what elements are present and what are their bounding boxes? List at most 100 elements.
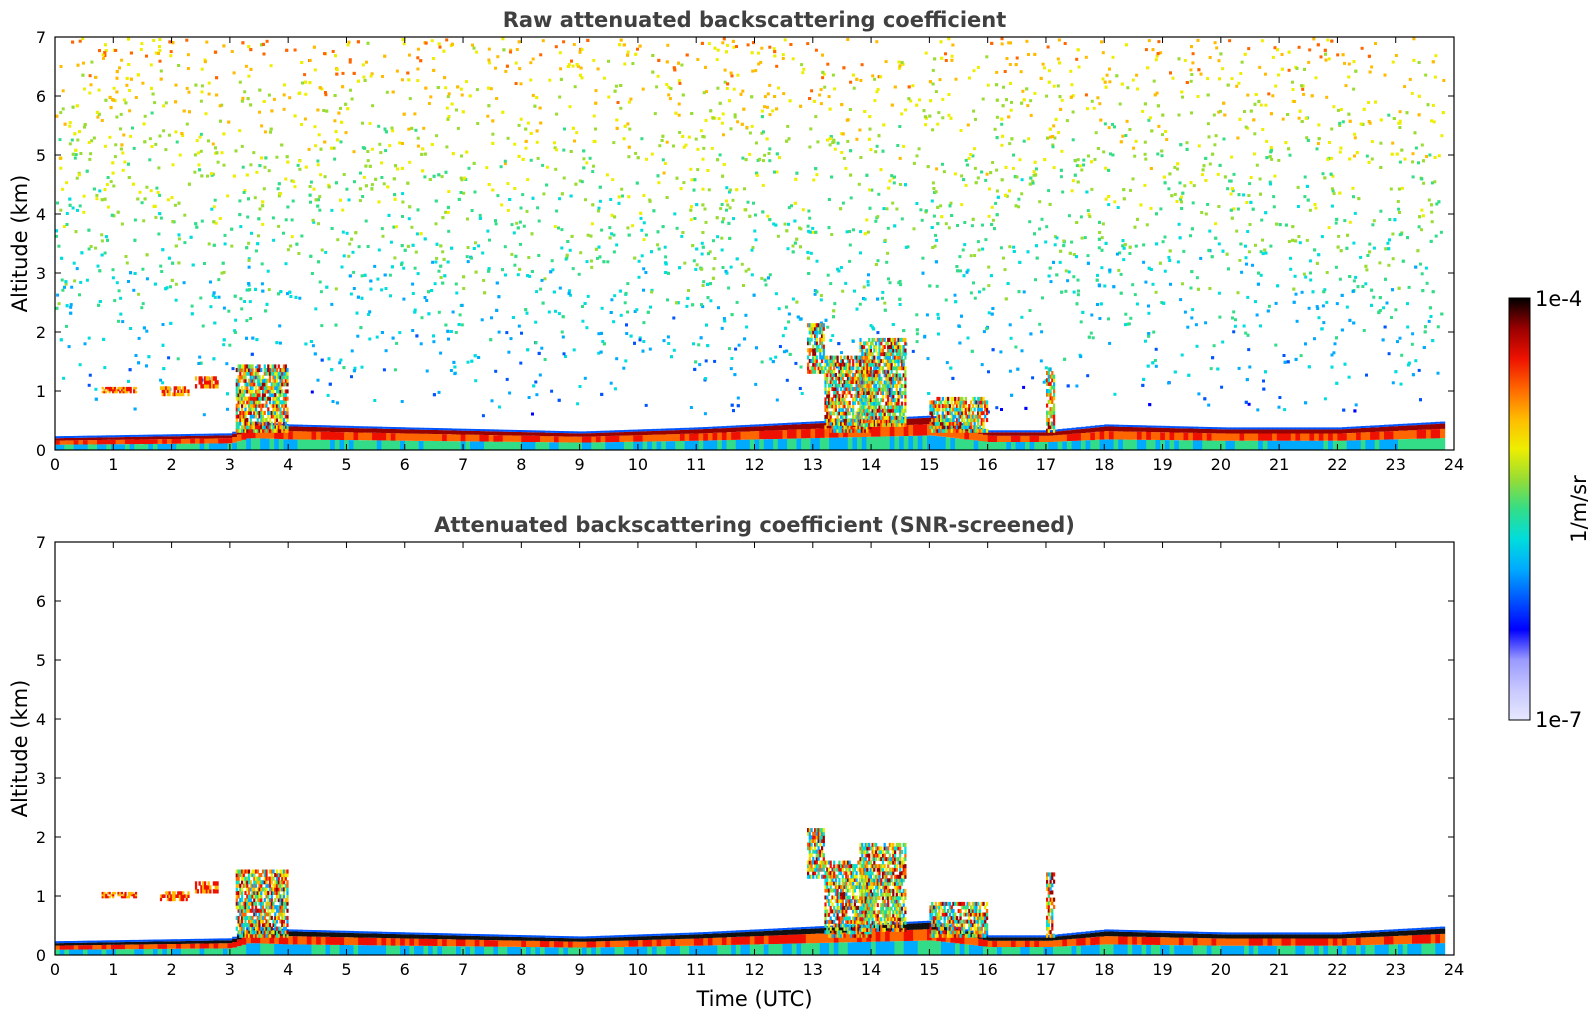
screened-x-tick-label: 22 [1327, 960, 1347, 979]
colorbar: 1e-4 1e-7 1/m/sr [1508, 287, 1591, 732]
raw-x-tick-label: 7 [458, 455, 468, 474]
screened-x-tick-label: 0 [50, 960, 60, 979]
screened-aerosol-plume-5 [807, 828, 825, 879]
raw-noise-layer [55, 37, 1446, 418]
screened-x-tick-label: 5 [341, 960, 351, 979]
raw-y-axis: 0 1 2 3 4 5 6 7 [36, 28, 1454, 460]
raw-x-tick-label: 0 [50, 455, 60, 474]
screened-heatmap-field [55, 828, 1446, 955]
screened-x-tick-label: 16 [977, 960, 997, 979]
raw-x-tick-label: 2 [166, 455, 176, 474]
raw-x-tick-label: 23 [1386, 455, 1406, 474]
raw-x-tick-label: 11 [686, 455, 706, 474]
raw-x-tick-label: 3 [225, 455, 235, 474]
raw-x-axis: 0 1 2 3 4 5 6 7 8 9 10 11 12 13 14 15 16 17 18 19 20 21 22 23 24 [50, 37, 1464, 474]
screened-cloud-1 [101, 891, 138, 899]
raw-aerosol-plume-5 [807, 323, 825, 374]
raw-aerosol-plume-9 [1046, 367, 1056, 433]
raw-y-tick-label: 5 [36, 146, 46, 165]
raw-aerosol-plume-8 [929, 396, 989, 433]
raw-aerosol-plume-4 [235, 364, 289, 433]
raw-x-tick-label: 20 [1211, 455, 1231, 474]
colorbar-units-label: 1/m/sr [1567, 475, 1591, 543]
screened-x-tick-label: 21 [1269, 960, 1289, 979]
screened-x-tick-label: 18 [1094, 960, 1114, 979]
screened-x-tick-label: 9 [575, 960, 585, 979]
screened-cloud-3 [194, 881, 219, 894]
raw-x-tick-label: 22 [1327, 455, 1347, 474]
raw-x-tick-label: 9 [575, 455, 585, 474]
raw-cloud-2 [159, 386, 190, 397]
screened-x-tick-label: 24 [1444, 960, 1464, 979]
screened-x-tick-label: 11 [686, 960, 706, 979]
raw-x-tick-label: 13 [803, 455, 823, 474]
raw-x-tick-label: 18 [1094, 455, 1114, 474]
screened-y-tick-label: 7 [36, 533, 46, 552]
raw-y-tick-label: 3 [36, 264, 46, 283]
raw-cloud-1 [101, 386, 138, 394]
raw-y-axis-label: Altitude (km) [8, 175, 32, 313]
raw-x-tick-label: 24 [1444, 455, 1464, 474]
raw-y-tick-label: 4 [36, 205, 46, 224]
screened-aerosol-plume-9 [1046, 872, 1056, 938]
colorbar-max-label: 1e-4 [1535, 287, 1582, 311]
screened-x-tick-label: 10 [628, 960, 648, 979]
raw-x-tick-label: 10 [628, 455, 648, 474]
screened-x-tick-label: 20 [1211, 960, 1231, 979]
screened-x-tick-label: 19 [1152, 960, 1172, 979]
screened-x-tick-label: 15 [919, 960, 939, 979]
screened-panel-title: Attenuated backscattering coefficient (S… [434, 513, 1075, 537]
screened-backscatter-panel: Attenuated backscattering coefficient (S… [8, 513, 1464, 1011]
screened-x-tick-label: 3 [225, 960, 235, 979]
raw-x-tick-label: 1 [108, 455, 118, 474]
raw-cloud-3 [194, 376, 219, 389]
raw-x-tick-label: 4 [283, 455, 293, 474]
screened-y-tick-label: 2 [36, 828, 46, 847]
screened-x-tick-label: 1 [108, 960, 118, 979]
raw-x-tick-label: 12 [744, 455, 764, 474]
raw-heatmap-field [55, 37, 1446, 450]
raw-y-tick-label: 7 [36, 28, 46, 47]
screened-x-axis: 0 1 2 3 4 5 6 7 8 9 10 11 12 13 14 15 16 17 18 19 20 21 22 23 24 [50, 542, 1464, 979]
screened-y-tick-label: 5 [36, 651, 46, 670]
screened-x-tick-label: 14 [861, 960, 881, 979]
screened-y-axis-label: Altitude (km) [8, 680, 32, 818]
raw-panel-title: Raw attenuated backscattering coefficien… [503, 8, 1007, 32]
screened-x-tick-label: 12 [744, 960, 764, 979]
x-axis-label: Time (UTC) [695, 987, 812, 1011]
raw-x-tick-label: 16 [977, 455, 997, 474]
raw-x-tick-label: 17 [1036, 455, 1056, 474]
screened-x-tick-label: 23 [1386, 960, 1406, 979]
screened-x-tick-label: 6 [400, 960, 410, 979]
raw-y-tick-label: 1 [36, 382, 46, 401]
screened-cloud-2 [159, 891, 190, 902]
raw-x-tick-label: 14 [861, 455, 881, 474]
screened-boundary-layer [55, 920, 1446, 955]
raw-backscatter-panel: Raw attenuated backscattering coefficien… [8, 8, 1464, 474]
screened-x-tick-label: 4 [283, 960, 293, 979]
raw-x-tick-label: 8 [516, 455, 526, 474]
raw-y-tick-label: 2 [36, 323, 46, 342]
raw-x-tick-label: 5 [341, 455, 351, 474]
screened-x-tick-label: 8 [516, 960, 526, 979]
screened-y-tick-label: 0 [36, 946, 46, 965]
raw-x-tick-label: 21 [1269, 455, 1289, 474]
colorbar-min-label: 1e-7 [1535, 708, 1582, 732]
raw-y-tick-label: 6 [36, 87, 46, 106]
colorbar-bar [1508, 297, 1531, 721]
screened-y-tick-label: 6 [36, 592, 46, 611]
screened-y-axis: 0 1 2 3 4 5 6 7 [36, 533, 1454, 965]
screened-x-tick-label: 13 [803, 960, 823, 979]
raw-x-tick-label: 6 [400, 455, 410, 474]
screened-x-tick-label: 2 [166, 960, 176, 979]
screened-x-tick-label: 17 [1036, 960, 1056, 979]
screened-aerosol-plume-4 [235, 869, 289, 938]
screened-y-tick-label: 1 [36, 887, 46, 906]
raw-x-tick-label: 19 [1152, 455, 1172, 474]
screened-aerosol-plume-8 [929, 901, 989, 938]
raw-y-tick-label: 0 [36, 441, 46, 460]
screened-x-tick-label: 7 [458, 960, 468, 979]
screened-aerosol-plume-7 [859, 842, 907, 932]
raw-aerosol-plume-7 [859, 337, 907, 427]
